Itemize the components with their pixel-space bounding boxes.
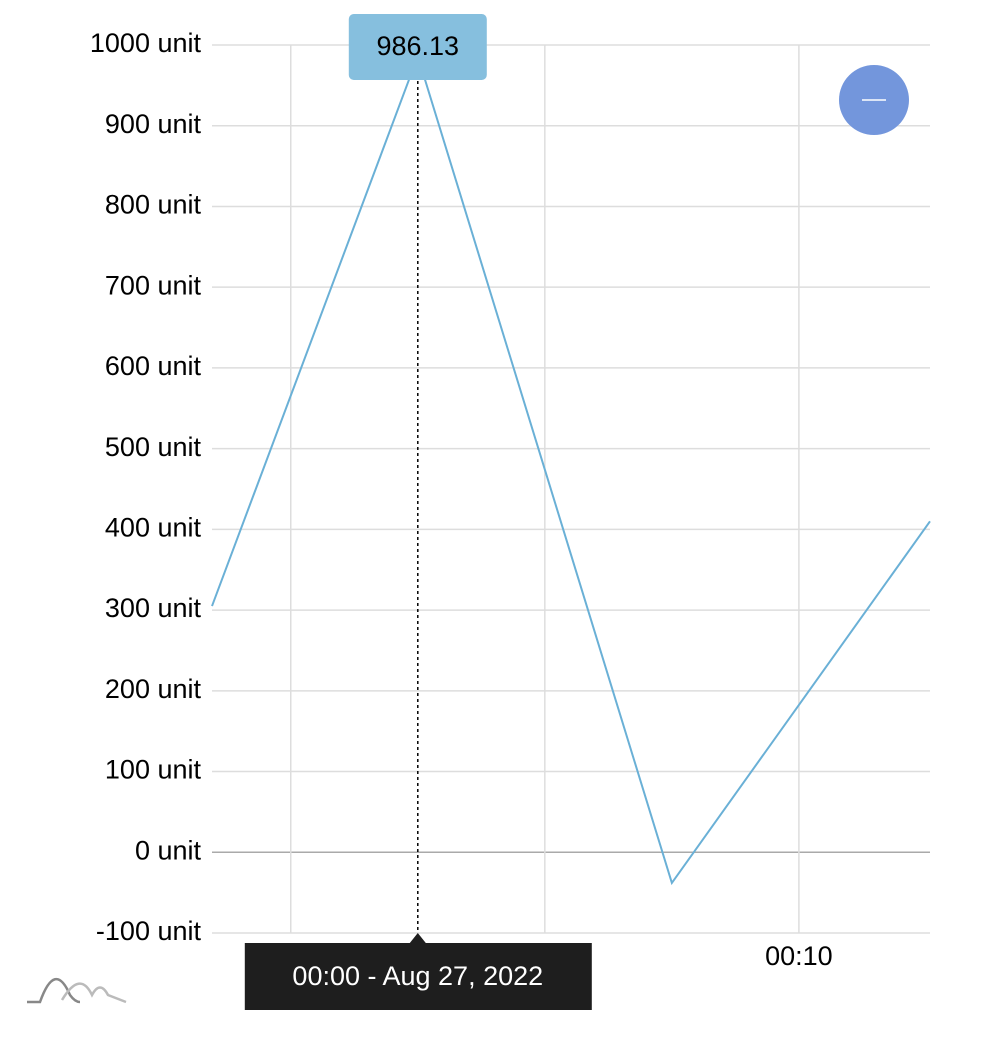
y-tick-label: 600 unit bbox=[105, 351, 202, 381]
y-tick-label: 1000 unit bbox=[90, 28, 202, 58]
value-tooltip-pointer bbox=[409, 56, 426, 80]
y-tick-label: 300 unit bbox=[105, 593, 202, 623]
date-tooltip-pointer bbox=[409, 933, 426, 943]
y-tick-label: 500 unit bbox=[105, 432, 202, 462]
value-label: 986.13 bbox=[376, 31, 459, 61]
x-tick-label: 00:10 bbox=[765, 941, 833, 971]
date-tooltip-box bbox=[244, 943, 592, 1010]
y-tick-label: 800 unit bbox=[105, 190, 202, 220]
y-tick-label: -100 unit bbox=[96, 916, 202, 946]
value-tooltip-box bbox=[348, 14, 487, 80]
y-tick-label: 700 unit bbox=[105, 270, 202, 300]
y-tick-label: 900 unit bbox=[105, 109, 202, 139]
y-tick-label: 200 unit bbox=[105, 674, 202, 704]
y-tick-label: 400 unit bbox=[105, 512, 202, 542]
zoom-out-button[interactable] bbox=[839, 65, 909, 135]
plot: -100 unit 0 unit 100 unit 200 unit 300 unit 4… bbox=[90, 14, 931, 1010]
line bbox=[211, 53, 931, 886]
logo-curve bbox=[27, 977, 81, 1004]
date-tooltip-label: 00:00 - Aug 27, 2022 bbox=[292, 961, 543, 991]
logo bbox=[27, 977, 127, 1004]
y-tick-label: 0 unit bbox=[135, 835, 202, 865]
logo-curve bbox=[60, 982, 127, 1004]
y-tick-label: 100 unit bbox=[105, 755, 202, 785]
